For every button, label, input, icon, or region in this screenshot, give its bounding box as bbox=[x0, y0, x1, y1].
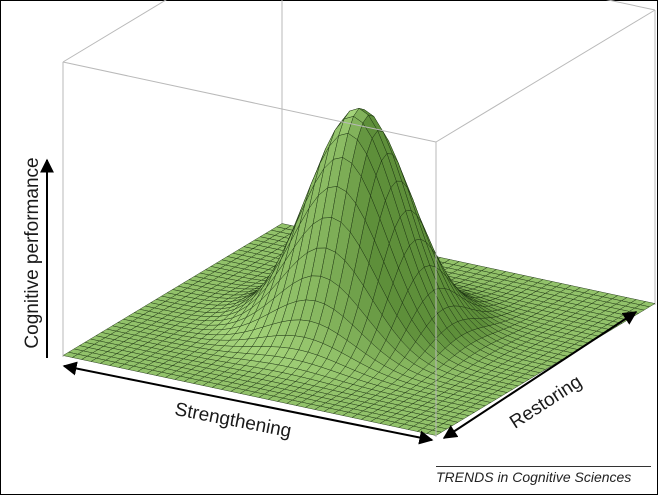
z-axis-label: Cognitive performance bbox=[22, 157, 43, 348]
x-axis-label: Strengthening bbox=[173, 399, 293, 442]
bounding-box-back bbox=[62, 0, 656, 305]
box-edge-top-front bbox=[62, 61, 437, 143]
x-axis-arrow bbox=[62, 361, 434, 445]
source-caption: TRENDS in Cognitive Sciences bbox=[436, 466, 651, 485]
box-edge-top-back bbox=[605, 0, 656, 11]
box-edge-top-left bbox=[62, 0, 167, 63]
bounding-box-front bbox=[62, 61, 437, 437]
y-axis-arrow bbox=[442, 311, 638, 439]
box-edge-top-right bbox=[435, 9, 656, 143]
